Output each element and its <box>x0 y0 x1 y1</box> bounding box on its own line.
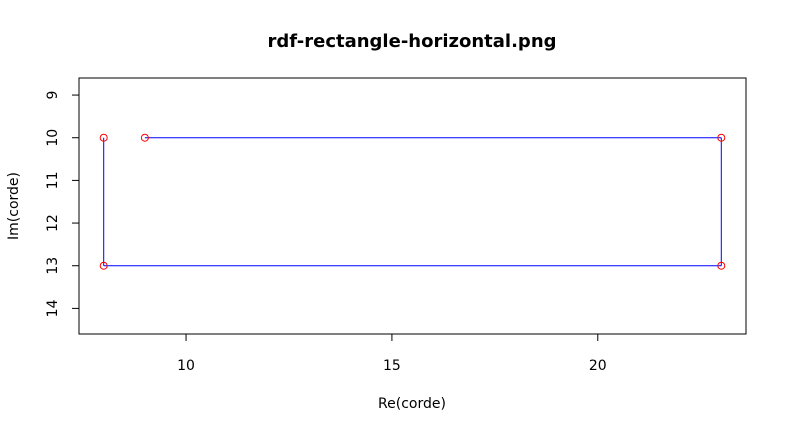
y-tick-label: 9 <box>45 91 61 100</box>
series-points <box>99 133 726 270</box>
y-tick-label: 12 <box>45 214 61 232</box>
data-point <box>717 261 726 270</box>
x-tick-label: 20 <box>589 358 607 374</box>
data-point <box>140 133 149 142</box>
y-tick-label: 11 <box>45 171 61 189</box>
data-point <box>99 261 108 270</box>
y-tick-label: 14 <box>45 299 61 317</box>
x-axis-label: Re(corde) <box>378 396 446 412</box>
y-axis: 9 10 11 12 13 14 <box>45 91 80 317</box>
y-tick-label: 13 <box>45 257 61 275</box>
data-point <box>99 133 108 142</box>
x-axis: 10 15 20 <box>177 333 607 374</box>
y-axis-label: Im(corde) <box>6 172 22 240</box>
chart-title: rdf-rectangle-horizontal.png <box>267 31 556 52</box>
plot-frame <box>78 77 747 335</box>
x-tick-label: 15 <box>383 358 401 374</box>
data-point <box>717 133 726 142</box>
x-tick-label: 10 <box>177 358 195 374</box>
y-tick-label: 10 <box>45 129 61 147</box>
series-lines <box>103 137 722 267</box>
